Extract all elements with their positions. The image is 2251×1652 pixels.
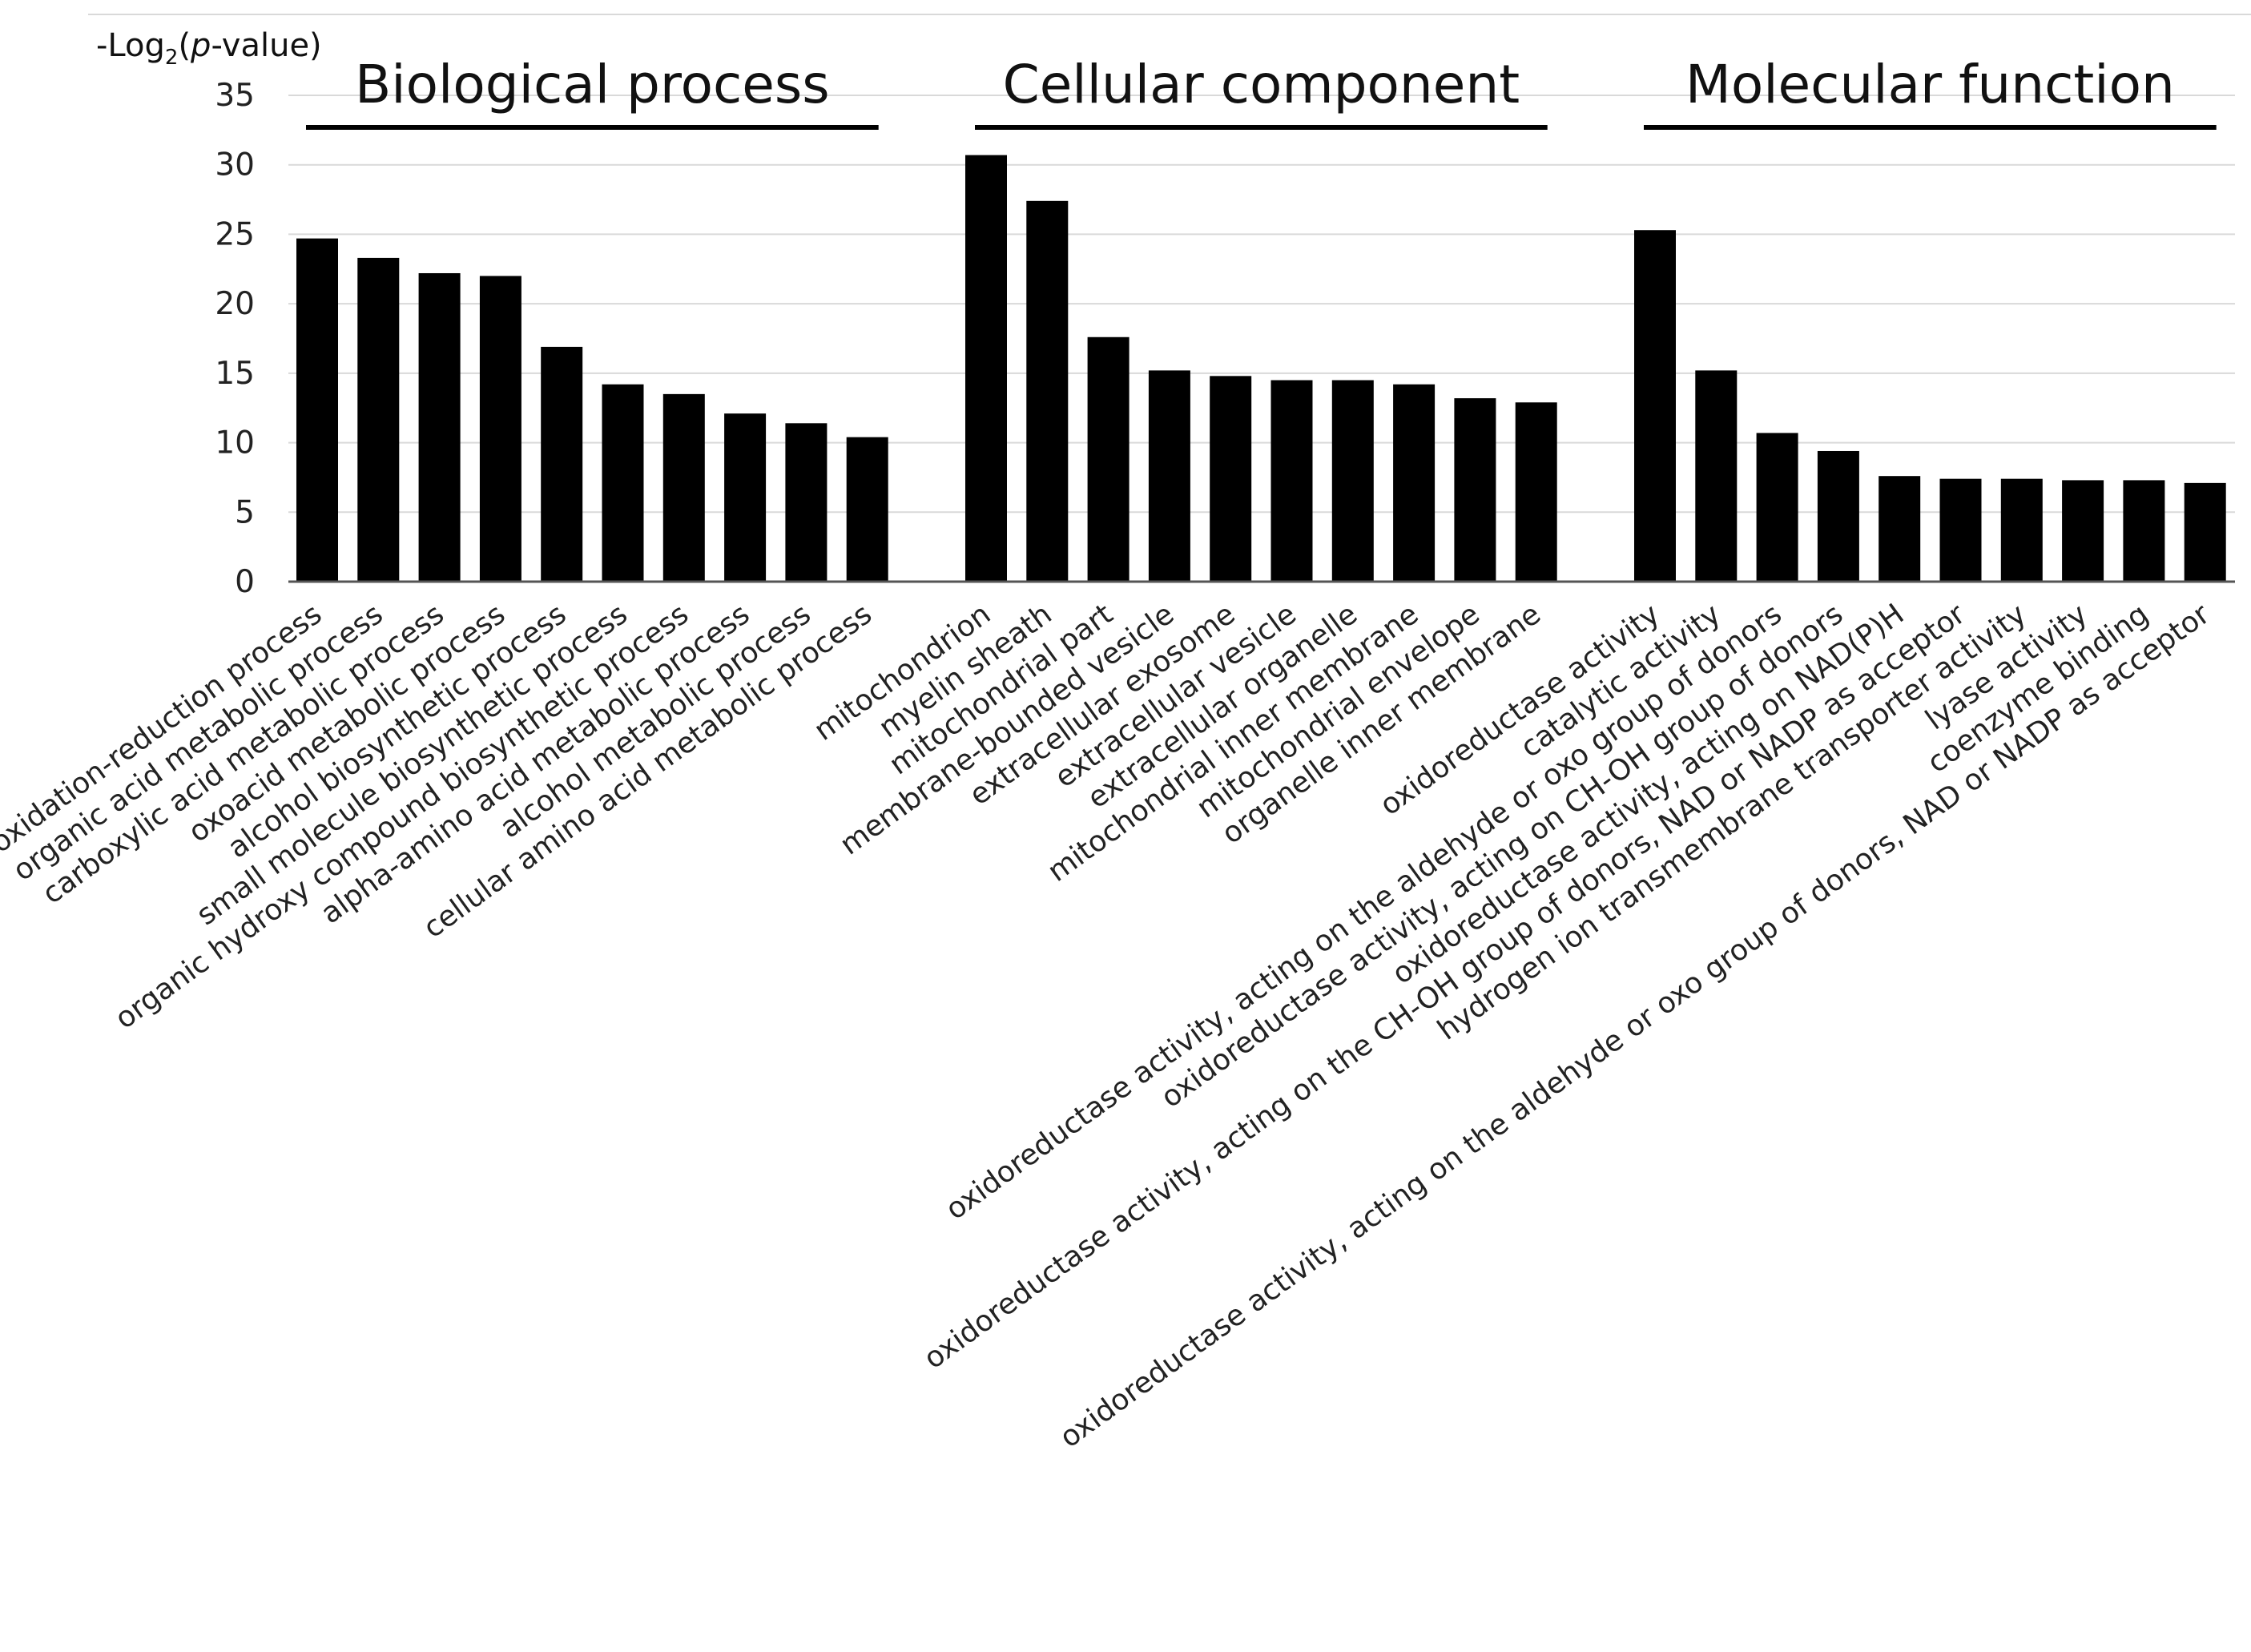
bar-organelle-inner-membrane — [1515, 402, 1557, 582]
bar-extracellular-exosome — [1210, 376, 1252, 582]
y-tick-label-20: 20 — [215, 286, 255, 322]
bar-extracellular-vesicle — [1270, 380, 1313, 582]
bar-oxidation-reduction-process — [296, 238, 338, 582]
bar-extracellular-organelle — [1331, 380, 1374, 582]
bar-oxidoreductase-activity-acting-on-the-ch-oh-group-of-donors-nad-or-nadp-as-acceptor — [1939, 478, 1982, 582]
bar-membrane-bounded-vesicle — [1148, 370, 1190, 582]
y-tick-labels: 0 5 10 15 20 25 30 35 — [215, 78, 255, 600]
bar-small-molecule-biosynthetic-process — [602, 384, 644, 582]
y-label-subscript: 2 — [165, 46, 179, 70]
group-header-molecular-function: Molecular function — [1685, 54, 2175, 115]
bar-oxidoreductase-activity-acting-on-the-aldehyde-or-oxo-group-of-donors — [1756, 433, 1798, 582]
y-label-paren: ( — [178, 27, 191, 64]
bar-alcohol-metabolic-process — [785, 423, 828, 582]
bar-coenzyme-binding — [2123, 480, 2165, 582]
bar-carboxylic-acid-metabolic-process — [418, 272, 461, 582]
y-tick-label-35: 35 — [215, 78, 255, 114]
y-tick-label-25: 25 — [215, 216, 255, 252]
group-header-biological-process: Biological process — [355, 54, 830, 115]
bar-hydrogen-ion-transmembrane-transporter-activity — [2000, 478, 2043, 582]
bar-alpha-amino-acid-metabolic-process — [724, 413, 767, 582]
y-tick-label-30: 30 — [215, 147, 255, 183]
y-label-p: p — [190, 27, 211, 64]
bar-mitochondrial-envelope — [1454, 398, 1496, 582]
bar-oxidoreductase-activity-acting-on-ch-oh-group-of-donors — [1817, 450, 1859, 582]
bar-mitochondrial-inner-membrane — [1393, 384, 1436, 582]
bar-oxidoreductase-activity-acting-on-the-aldehyde-or-oxo-group-of-donors-nad-or-nadp-as-acceptor — [2184, 482, 2226, 582]
bar-myelin-sheath — [1026, 200, 1069, 582]
y-label-rest: -value) — [211, 27, 321, 64]
y-tick-label-15: 15 — [215, 356, 255, 392]
bar-cellular-amino-acid-metabolic-process — [846, 437, 888, 582]
y-label-log: -Log — [96, 27, 165, 64]
bar-catalytic-activity — [1695, 370, 1738, 582]
bar-lyase-activity — [2062, 480, 2104, 582]
y-tick-label-10: 10 — [215, 425, 255, 461]
y-axis-label: -Log2(p-value) — [96, 27, 322, 70]
bar-organic-hydroxy-compound-biosynthetic-process — [662, 393, 705, 582]
y-tick-label-0: 0 — [235, 564, 255, 600]
group-headers: Biological process Cellular component Mole… — [306, 54, 2217, 130]
bars — [296, 155, 2226, 582]
bar-organic-acid-metabolic-process — [357, 257, 400, 582]
bar-oxidoreductase-activity — [1634, 230, 1676, 582]
bar-alcohol-biosynthetic-process — [541, 346, 583, 582]
bar-mitochondrial-part — [1087, 336, 1130, 582]
y-tick-label-5: 5 — [235, 494, 255, 530]
bar-oxidoreductase-activity-acting-on-nad-p-h — [1879, 476, 1921, 582]
bar-oxoacid-metabolic-process — [479, 276, 521, 582]
group-header-cellular-component: Cellular component — [1003, 54, 1520, 115]
bar-mitochondrion — [965, 155, 1007, 582]
